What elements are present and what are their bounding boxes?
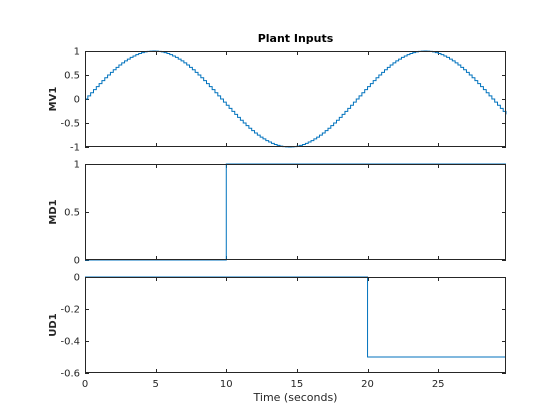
y-axis-label-ud1: UD1 (48, 313, 59, 336)
y-axis-label-mv1: MV1 (48, 87, 59, 112)
y-tick-label: -1 (70, 143, 80, 154)
y-tick-label: 0.5 (64, 208, 80, 219)
axes-ud1-frame (85, 277, 506, 373)
x-axis-label: Time (seconds) (253, 391, 338, 404)
y-tick-label: 0 (74, 95, 80, 106)
x-tick-label: 10 (220, 379, 233, 390)
y-tick-label: 0 (74, 256, 80, 267)
y-tick-label: -0.6 (60, 369, 80, 380)
x-tick-label: 15 (291, 379, 304, 390)
chart-title: Plant Inputs (258, 32, 334, 45)
axes-md1-background (85, 164, 506, 260)
x-tick-label: 20 (361, 379, 374, 390)
axes-ud1: 0 5 10 15 20 25 0 -0.2 -0.4 -0.6 UD1 Time (second… (48, 273, 506, 404)
x-tick-label: 0 (82, 379, 88, 390)
y-tick-label: 1 (74, 160, 80, 171)
y-tick-label: -0.4 (60, 337, 80, 348)
x-tick-label: 5 (152, 379, 158, 390)
axes-md1: 1 0.5 0 MD1 (48, 160, 506, 267)
y-tick-label: -0.2 (60, 305, 80, 316)
x-tick-label: 25 (432, 379, 445, 390)
axes-md1-frame (85, 164, 506, 260)
axes-mv1: 1 0.5 0 -0.5 -1 Plant Inputs MV1 (48, 32, 507, 154)
axes-ud1-background (85, 277, 506, 373)
y-tick-label: 0.5 (64, 71, 80, 82)
y-tick-label: 0 (74, 273, 80, 284)
axes-mv1-frame (85, 51, 506, 147)
y-tick-label: -0.5 (60, 119, 80, 130)
y-axis-label-md1: MD1 (48, 199, 59, 224)
y-tick-label: 1 (74, 47, 80, 58)
axes-mv1-background (85, 51, 506, 147)
